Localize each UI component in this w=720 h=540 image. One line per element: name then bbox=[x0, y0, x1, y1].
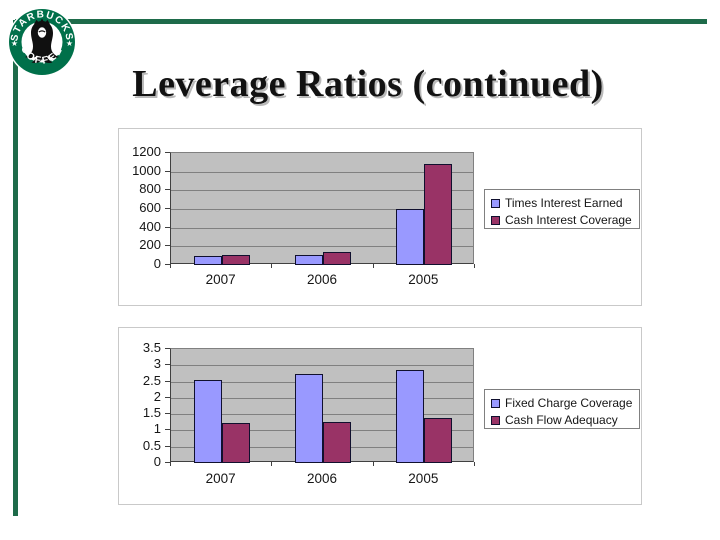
bar-cash-interest-coverage-2007 bbox=[221, 254, 250, 265]
legend-swatch bbox=[491, 415, 500, 425]
y-axis-tick-label: 600 bbox=[139, 200, 161, 215]
chart-coverage-adequacy-panel: 0 0.5 1 1.5 2 2.5 3 3.5 2007 2006 2005 Fixed Charge… bbox=[118, 327, 642, 505]
y-axis-tick-label: 0 bbox=[153, 256, 161, 271]
x-axis-tick-mark bbox=[271, 462, 273, 466]
y-axis-tick-label: 200 bbox=[139, 237, 161, 253]
bar-fixed-charge-coverage-2007 bbox=[193, 379, 222, 463]
x-axis-category-label: 2005 bbox=[408, 272, 439, 287]
bar-cash-flow-adequacy-2007 bbox=[221, 422, 250, 463]
y-axis-tick-label: 2.5 bbox=[142, 372, 161, 388]
plot-area bbox=[170, 152, 474, 265]
x-axis-tick-mark bbox=[372, 264, 374, 268]
top-border-line bbox=[15, 19, 707, 24]
logo-star-left-icon: ★ bbox=[11, 39, 18, 48]
y-axis-tick-mark bbox=[165, 264, 170, 265]
bar-fixed-charge-coverage-2005 bbox=[396, 370, 425, 463]
gridline bbox=[171, 246, 473, 248]
y-axis-tick-mark bbox=[165, 170, 170, 172]
x-axis-tick-mark bbox=[474, 264, 475, 268]
legend-item: Fixed Charge Coverage bbox=[491, 395, 639, 411]
logo-star-right-icon: ★ bbox=[66, 39, 73, 48]
legend-swatch bbox=[491, 198, 500, 208]
legend: Fixed Charge Coverage Cash Flow Adequacy bbox=[484, 389, 640, 429]
x-axis-category-label: 2005 bbox=[408, 471, 439, 486]
legend-label: Cash Flow Adequacy bbox=[505, 413, 618, 427]
y-axis-tick-mark bbox=[165, 429, 170, 431]
legend-item: Cash Flow Adequacy bbox=[491, 412, 639, 428]
y-axis-tick-mark bbox=[165, 413, 170, 415]
x-axis-category-label: 2007 bbox=[205, 471, 236, 486]
bar-times-interest-earned-2005 bbox=[396, 209, 425, 265]
y-axis-tick-mark bbox=[165, 364, 170, 366]
y-axis-tick-label: 1.5 bbox=[142, 405, 161, 421]
legend-label: Times Interest Earned bbox=[505, 196, 623, 210]
starbucks-logo: STARBUCKS COFFEE ★ ★ bbox=[7, 7, 77, 77]
plot-area bbox=[170, 348, 474, 463]
gridline bbox=[171, 190, 473, 192]
legend-item: Times Interest Earned bbox=[491, 195, 639, 211]
gridline bbox=[171, 365, 473, 367]
y-axis-tick-label: 3.5 bbox=[142, 340, 161, 355]
legend: Times Interest Earned Cash Interest Cover… bbox=[484, 189, 640, 229]
y-axis-tick-label: 1000 bbox=[132, 162, 161, 178]
bar-cash-interest-coverage-2005 bbox=[424, 164, 453, 265]
x-axis-tick-mark bbox=[372, 462, 374, 466]
legend-item: Cash Interest Coverage bbox=[491, 212, 639, 228]
bar-times-interest-earned-2006 bbox=[295, 254, 323, 265]
y-axis-tick-label: 3 bbox=[153, 356, 161, 372]
y-axis-tick-mark bbox=[165, 245, 170, 247]
bar-cash-flow-adequacy-2006 bbox=[323, 421, 351, 463]
y-axis-tick-label: 1200 bbox=[132, 144, 161, 159]
x-axis-tick-mark bbox=[474, 462, 475, 466]
y-axis-tick-label: 800 bbox=[139, 181, 161, 197]
legend-swatch bbox=[491, 398, 500, 408]
x-axis-tick-mark bbox=[170, 462, 171, 466]
bar-fixed-charge-coverage-2006 bbox=[295, 374, 323, 463]
y-axis-tick-mark bbox=[165, 445, 170, 447]
y-axis-tick-mark bbox=[165, 152, 170, 153]
legend-label: Cash Interest Coverage bbox=[505, 213, 632, 227]
y-axis-tick-label: 0.5 bbox=[142, 437, 161, 453]
y-axis-tick-label: 400 bbox=[139, 218, 161, 234]
bar-cash-flow-adequacy-2005 bbox=[424, 418, 453, 463]
y-axis-tick-mark bbox=[165, 462, 170, 463]
x-axis-category-label: 2006 bbox=[306, 471, 338, 486]
x-axis-tick-mark bbox=[271, 264, 273, 268]
gridline bbox=[171, 227, 473, 229]
y-axis-tick-label: 2 bbox=[153, 388, 161, 404]
y-axis-tick-mark bbox=[165, 208, 170, 209]
y-axis-tick-mark bbox=[165, 189, 170, 191]
left-border-line bbox=[13, 20, 18, 516]
x-axis-category-label: 2006 bbox=[306, 272, 338, 287]
legend-swatch bbox=[491, 215, 500, 225]
gridline bbox=[171, 171, 473, 173]
bar-times-interest-earned-2007 bbox=[193, 255, 222, 265]
y-axis-tick-mark bbox=[165, 396, 170, 398]
gridline bbox=[171, 209, 473, 210]
x-axis-category-label: 2007 bbox=[205, 272, 236, 287]
legend-label: Fixed Charge Coverage bbox=[505, 396, 633, 410]
siren-figure bbox=[25, 18, 59, 64]
chart-times-interest-panel: 0 200 400 600 800 1000 1200 2007 2006 2005 Times I… bbox=[118, 128, 642, 306]
y-axis-tick-label: 0 bbox=[153, 454, 161, 469]
y-axis-tick-label: 1 bbox=[153, 421, 161, 437]
x-axis-tick-mark bbox=[170, 264, 171, 268]
y-axis-tick-mark bbox=[165, 380, 170, 382]
slide-title: Leverage Ratios (continued) bbox=[132, 63, 604, 105]
y-axis-tick-mark bbox=[165, 348, 170, 349]
bar-cash-interest-coverage-2006 bbox=[323, 252, 351, 265]
y-axis-tick-mark bbox=[165, 226, 170, 228]
